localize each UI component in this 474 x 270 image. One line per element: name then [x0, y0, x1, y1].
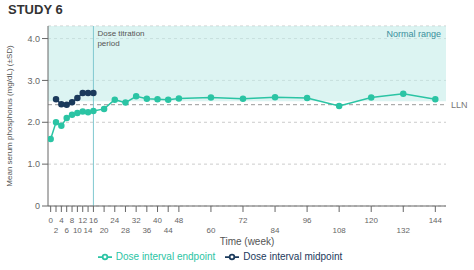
svg-text:Mean serum phosphorus (mg/dL): Mean serum phosphorus (mg/dL) (±SD): [8, 45, 14, 187]
svg-text:132: 132: [397, 226, 411, 235]
svg-text:24: 24: [110, 216, 119, 225]
svg-text:1.0: 1.0: [27, 159, 40, 169]
svg-text:96: 96: [303, 216, 312, 225]
svg-text:108: 108: [332, 226, 346, 235]
svg-text:28: 28: [121, 226, 130, 235]
svg-text:8: 8: [70, 216, 75, 225]
svg-text:32: 32: [132, 216, 141, 225]
svg-text:14: 14: [84, 226, 93, 235]
svg-text:0: 0: [35, 201, 40, 211]
svg-text:20: 20: [100, 226, 109, 235]
svg-text:10: 10: [73, 226, 82, 235]
svg-text:84: 84: [271, 226, 280, 235]
html-text:Dose interval midpoint: Dose interval midpoint: [243, 250, 343, 262]
svg-text:LLN: LLN: [451, 100, 466, 110]
svg-text:Time (week): Time (week): [220, 236, 275, 247]
svg-text:72: 72: [239, 216, 248, 225]
svg-text:4: 4: [59, 216, 64, 225]
svg-text:60: 60: [206, 226, 215, 235]
svg-text:12: 12: [78, 216, 87, 225]
svg-text:144: 144: [429, 216, 443, 225]
svg-text:0: 0: [48, 216, 53, 225]
svg-text:16: 16: [89, 216, 98, 225]
html-text:STUDY 6: STUDY 6: [8, 2, 63, 17]
svg-text:120: 120: [365, 216, 379, 225]
svg-text:36: 36: [142, 226, 151, 235]
svg-text:3.0: 3.0: [27, 76, 40, 86]
svg-text:2: 2: [54, 226, 59, 235]
svg-text:4.0: 4.0: [27, 34, 40, 44]
svg-text:48: 48: [174, 216, 183, 225]
svg-text:2.0: 2.0: [27, 117, 40, 127]
html-text:Dose interval endpoint: Dose interval endpoint: [115, 250, 216, 262]
svg-text:44: 44: [164, 226, 173, 235]
svg-text:6: 6: [64, 226, 69, 235]
svg-text:Dose titrationperiod: Dose titrationperiod: [97, 29, 144, 48]
svg-text:40: 40: [153, 216, 162, 225]
svg-text:Normal range: Normal range: [386, 29, 441, 39]
